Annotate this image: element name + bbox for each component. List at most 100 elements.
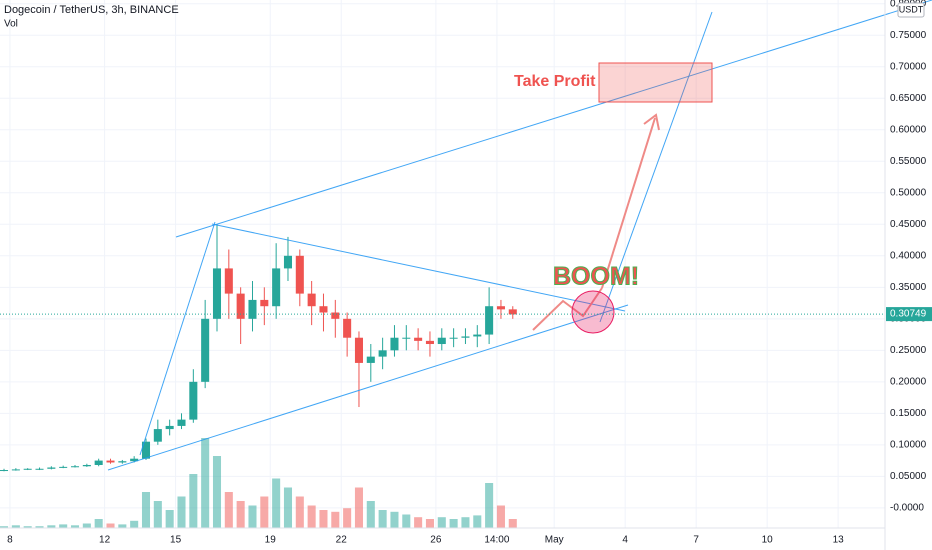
y-tick-label: 0.60000 [890,124,927,135]
volume-bar [141,492,151,528]
x-tick-label: 7 [693,535,699,546]
x-tick-label: 8 [7,535,13,546]
candle-body [295,255,304,294]
volume-bar [11,525,20,528]
y-tick-label: 0.25000 [890,345,927,356]
candle-body [189,381,198,420]
candle-body [177,419,186,426]
volume-bar [177,496,186,528]
candle-body [11,469,20,471]
candle-body [141,441,151,459]
volume-bar [236,501,245,528]
candle-body [35,468,44,470]
candle-body [165,425,174,430]
volume-bar [59,524,68,528]
volume-bar [248,505,257,528]
y-tick-label: 0.20000 [890,376,927,387]
volume-bar [130,520,139,528]
y-tick-label: 0.65000 [890,93,927,104]
take-profit-label: Take Profit [514,73,596,90]
y-tick-label: 0.05000 [890,471,927,482]
volume-bar [23,526,32,528]
last-price-box [886,307,932,322]
candle-body [70,466,80,468]
grid [0,0,885,528]
x-tick-label: 15 [170,535,182,546]
volume-bar [224,492,233,528]
candle-body [260,299,269,307]
candle-body [461,336,470,338]
volume-bar [425,519,434,528]
volume-bar [82,523,91,528]
candle-body [82,464,91,467]
volume-bar [272,478,281,528]
candle-body [201,318,210,382]
candle-body [0,470,9,472]
candle-body [23,468,32,470]
candle-body [307,293,316,307]
y-tick-label: -0.0000 [890,502,924,513]
currency-box [897,2,925,18]
volume-bar [485,483,494,528]
x-tick-label: 12 [99,535,111,546]
candle-body [496,306,505,310]
candle-body [248,299,257,319]
volume-bar [331,511,340,528]
candle-body [331,312,340,319]
candle-body [118,461,127,463]
x-tick-label: 4 [622,535,628,546]
volume-bar [47,525,56,528]
volume-bar [201,438,210,528]
volume-bar [212,456,222,528]
candle-body [319,306,328,313]
candle-body [485,306,494,335]
y-tick-label: 0.45000 [890,219,927,230]
volume-bar [437,517,446,528]
boom-label: BOOM! [553,263,639,291]
x-tick-label: 14:00 [484,535,509,546]
volume-bar [414,517,423,528]
volume-bar [461,517,470,528]
volume-bar [319,510,328,528]
candle-body [508,309,517,315]
target-arrow [601,117,656,289]
triangle-lower-line [107,304,629,471]
drawings [107,0,932,471]
volume-bar [260,496,269,528]
candle-body [212,268,222,319]
candle-body [390,337,399,351]
impulse-line [139,221,216,456]
volume-bar [118,524,127,528]
y-tick-label: 0.40000 [890,250,927,261]
triangle-upper-line [211,223,626,312]
arrow-head [643,113,660,131]
candle-body [236,293,245,319]
volume-label: Vol [4,19,18,30]
y-tick-label: 0.10000 [890,439,927,450]
volume-bar [496,505,505,528]
volume-bar [307,505,316,528]
candle-body [106,460,115,463]
y-tick-label: 0.75000 [890,30,927,41]
volume-bar [449,519,458,528]
take-profit-box [598,62,713,103]
last-price-label: 0.30749 [890,309,927,320]
currency-label: USDT [899,4,924,14]
volume-bar [508,519,517,528]
y-tick-label: 0.70000 [890,61,927,72]
volume-bar [153,501,162,528]
volume-bar [390,511,399,528]
candle-body [473,334,482,337]
volume-bar [378,510,387,528]
candle-body [414,337,423,341]
x-tick-label: 22 [336,535,348,546]
y-tick-label: 0.15000 [890,408,927,419]
volume-bar [165,510,174,528]
candle-body [343,318,352,338]
x-tick-label: 13 [833,535,845,546]
candle-body [130,458,139,462]
volume-bar [94,519,103,528]
candle-body [272,268,281,307]
